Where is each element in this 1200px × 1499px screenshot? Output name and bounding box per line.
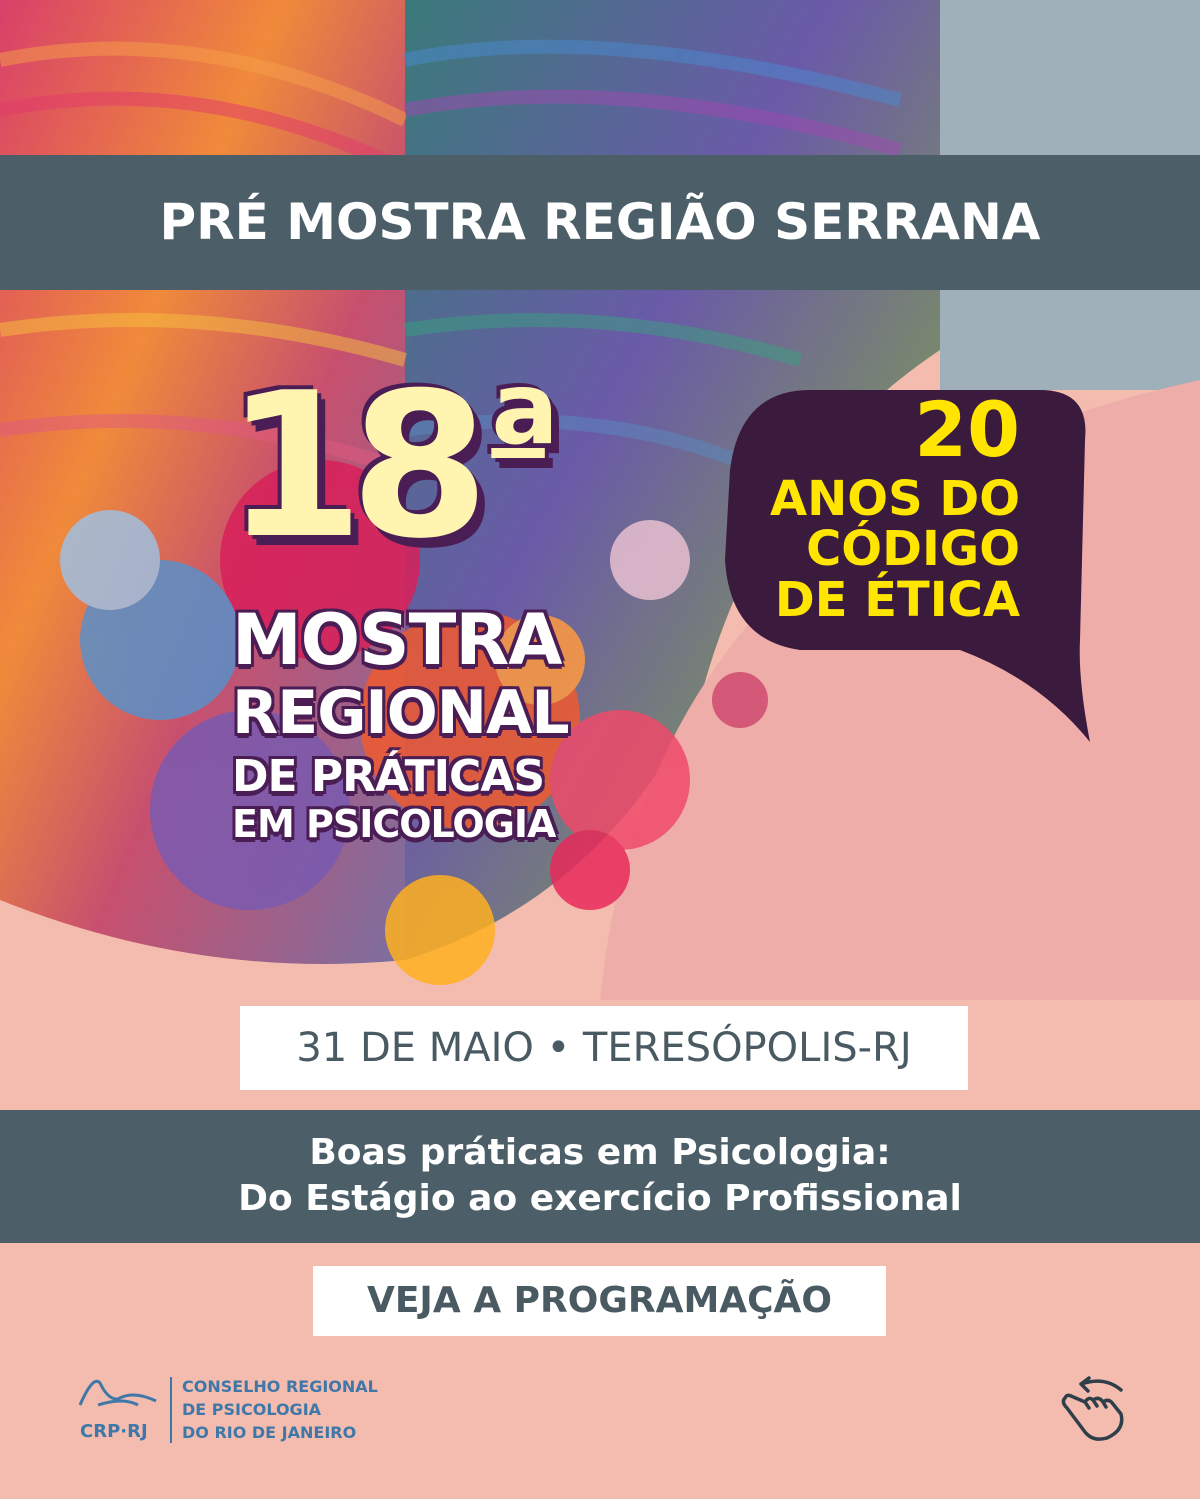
edition-number-text: 18 <box>225 350 489 583</box>
event-title: MOSTRA REGIONAL DE PRÁTICAS EM PSICOLOGI… <box>232 599 570 846</box>
logo-acronym: CRP·RJ <box>80 1421 148 1442</box>
see-program-button[interactable]: VEJA A PROGRAMAÇÃO <box>313 1266 886 1336</box>
edition-ordinal: a <box>491 350 559 467</box>
theme-line2: Do Estágio ao exercício Profissional <box>238 1178 962 1219</box>
logo-line2: DE PSICOLOGIA <box>182 1400 322 1419</box>
logo-name: CONSELHO REGIONAL DE PSICOLOGIA DO RIO D… <box>182 1375 378 1444</box>
sugarloaf-mountain-icon <box>78 1379 157 1407</box>
theme-banner: Boas práticas em Psicologia: Do Estágio … <box>0 1110 1200 1243</box>
date-location: 31 DE MAIO • TERESÓPOLIS-RJ <box>240 1006 968 1090</box>
logo-line1: CONSELHO REGIONAL <box>182 1377 378 1396</box>
event-title-line3: DE PRÁTICAS <box>232 751 545 802</box>
top-banner: PRÉ MOSTRA REGIÃO SERRANA <box>0 155 1200 290</box>
theme-line1: Boas práticas em Psicologia: <box>309 1132 891 1173</box>
bubble-line3: DE ÉTICA <box>774 571 1020 628</box>
edition-number: 18 a <box>225 350 559 583</box>
speech-bubble <box>725 390 1090 742</box>
event-title-line1: MOSTRA <box>232 599 562 681</box>
bubble-line2: CÓDIGO <box>806 521 1020 578</box>
swipe-left-hand-icon[interactable] <box>1055 1370 1135 1450</box>
logo-line3: DO RIO DE JANEIRO <box>182 1423 357 1442</box>
event-title-line4: EM PSICOLOGIA <box>232 802 556 846</box>
bubble-number: 20 <box>914 385 1020 474</box>
bubble-text: 20 ANOS DO CÓDIGO DE ÉTICA <box>740 390 1020 625</box>
logo-divider <box>170 1377 172 1443</box>
bubble-line1: ANOS DO <box>769 470 1020 527</box>
event-title-line2: REGIONAL <box>232 678 570 748</box>
